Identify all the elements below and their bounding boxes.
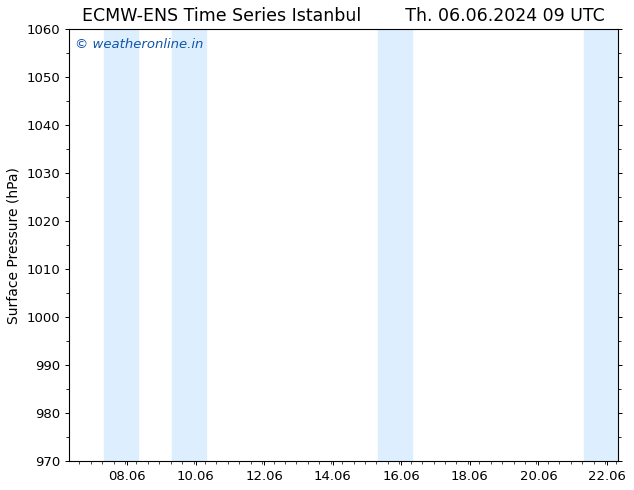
Bar bbox=[378, 29, 412, 461]
Bar bbox=[103, 29, 138, 461]
Y-axis label: Surface Pressure (hPa): Surface Pressure (hPa) bbox=[7, 167, 21, 323]
Text: © weatheronline.in: © weatheronline.in bbox=[75, 38, 203, 51]
Bar bbox=[583, 29, 618, 461]
Title: ECMW-ENS Time Series Istanbul        Th. 06.06.2024 09 UTC: ECMW-ENS Time Series Istanbul Th. 06.06.… bbox=[82, 7, 605, 25]
Bar bbox=[172, 29, 207, 461]
